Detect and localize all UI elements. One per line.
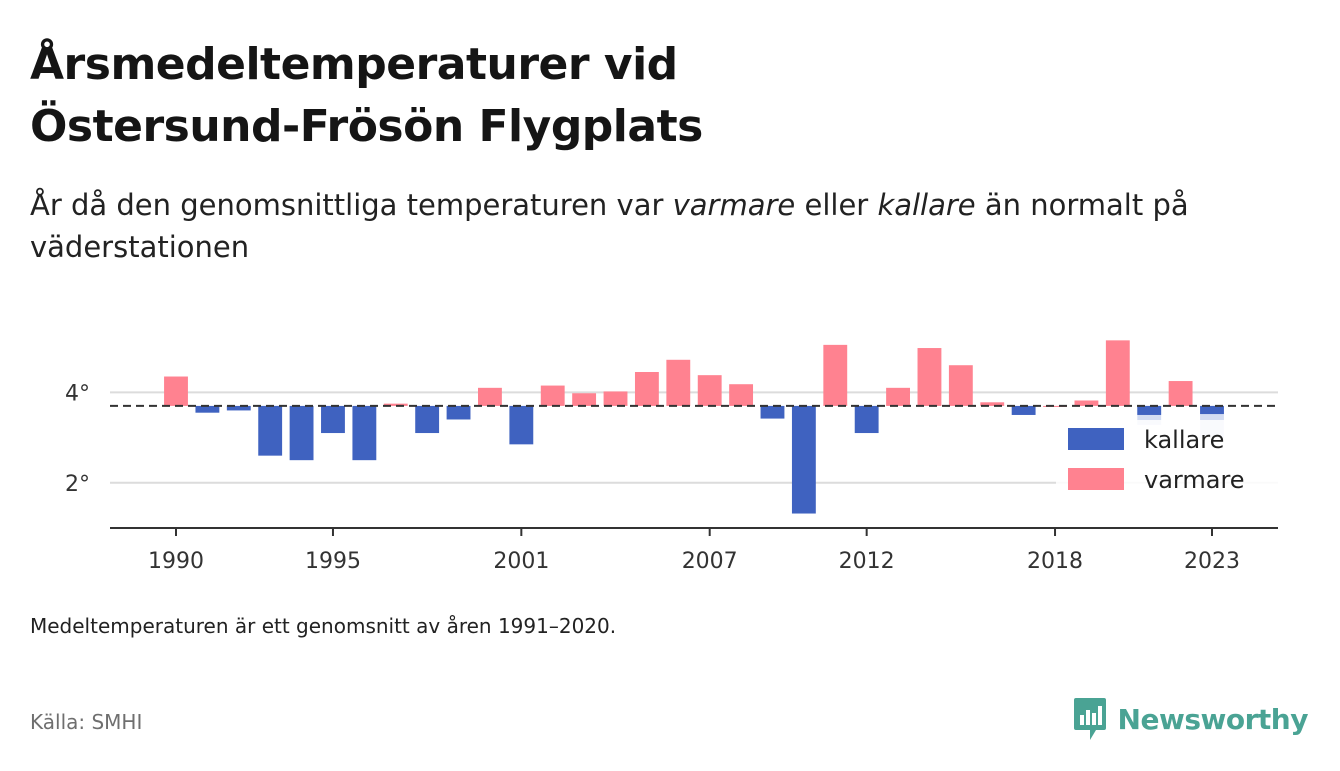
bar-warm bbox=[917, 348, 942, 406]
bar-cold bbox=[854, 405, 879, 434]
bar-cold bbox=[1137, 405, 1162, 415]
subtitle-cold: kallare bbox=[877, 188, 976, 222]
bar-cold bbox=[226, 405, 251, 411]
y-tick-label: 4° bbox=[65, 381, 90, 406]
subtitle-text-2: eller bbox=[795, 188, 878, 222]
chart-title: Årsmedeltemperaturer vid Östersund-Frösö… bbox=[30, 34, 1130, 158]
bar-cold bbox=[195, 405, 220, 413]
brand-logo: Newsworthy bbox=[1072, 696, 1309, 742]
bar-warm bbox=[383, 403, 408, 406]
bar-cold bbox=[1200, 405, 1224, 415]
subtitle-warm: varmare bbox=[672, 188, 796, 222]
bar-warm bbox=[634, 372, 659, 406]
bar-warm bbox=[697, 375, 722, 406]
bar-warm bbox=[540, 385, 565, 406]
bar-cold bbox=[415, 405, 440, 434]
bar-cold bbox=[321, 405, 345, 434]
bar-warm bbox=[666, 359, 691, 406]
x-tick-label: 2001 bbox=[493, 549, 549, 574]
bar-cold bbox=[760, 405, 785, 419]
bar-warm bbox=[478, 387, 502, 406]
newsworthy-logo-icon bbox=[1073, 698, 1106, 740]
bar-warm bbox=[729, 384, 754, 406]
bar-cold bbox=[352, 405, 377, 461]
bar-cold bbox=[791, 405, 816, 514]
x-tick-label: 1995 bbox=[305, 549, 361, 574]
bar-warm bbox=[823, 344, 848, 406]
source-label: Källa: SMHI bbox=[30, 710, 143, 734]
chart-subtitle: År då den genomsnittliga temperaturen va… bbox=[30, 184, 1310, 268]
bar-cold bbox=[509, 405, 534, 445]
legend-swatch-cold bbox=[1068, 428, 1124, 450]
legend-label-cold: kallare bbox=[1144, 426, 1224, 454]
bar-cold bbox=[289, 405, 314, 461]
brand-name: Newsworthy bbox=[1117, 702, 1309, 736]
bar-warm bbox=[1043, 405, 1067, 407]
bar-warm bbox=[948, 365, 973, 406]
y-tick-label: 2° bbox=[65, 472, 90, 497]
x-tick-label: 1990 bbox=[148, 549, 204, 574]
bar-warm bbox=[603, 391, 628, 406]
chart-title-line1: Årsmedeltemperaturer vid bbox=[30, 39, 678, 90]
footnote: Medeltemperaturen är ett genomsnitt av å… bbox=[30, 614, 617, 638]
bar-cold bbox=[258, 405, 283, 456]
bar-warm bbox=[886, 387, 910, 406]
legend-swatch-warm bbox=[1068, 468, 1124, 490]
bar-cold bbox=[446, 405, 471, 420]
bar-warm bbox=[1074, 400, 1099, 406]
x-tick-label: 2012 bbox=[839, 549, 895, 574]
bar-warm bbox=[1168, 381, 1193, 406]
legend-label-warm: varmare bbox=[1144, 466, 1245, 494]
bar-warm bbox=[1105, 340, 1130, 406]
bar-cold bbox=[1011, 405, 1036, 415]
subtitle-text-1: År då den genomsnittliga temperaturen va… bbox=[30, 188, 673, 222]
x-tick-label: 2023 bbox=[1184, 549, 1240, 574]
subtitle-text-3: än normalt på väderstationen bbox=[30, 188, 1189, 264]
bar-warm bbox=[572, 393, 597, 406]
x-tick-label: 2018 bbox=[1027, 549, 1083, 574]
x-tick-label: 2007 bbox=[682, 549, 738, 574]
chart-title-line2: Östersund-Frösön Flygplats bbox=[30, 101, 703, 152]
temperature-bar-chart: 2° 4° 1990 1995 2001 2007 2012 2018 2023 kallare v… bbox=[65, 340, 1280, 574]
bar-warm bbox=[164, 376, 188, 406]
bar-warm bbox=[980, 402, 1005, 406]
